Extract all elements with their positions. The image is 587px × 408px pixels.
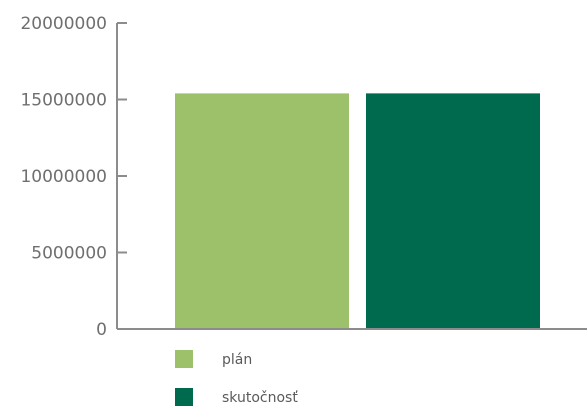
y-tick-label: 15000000 bbox=[20, 91, 107, 111]
y-axis-ticks: 0 5000000 10000000 15000000 20000000 bbox=[20, 14, 127, 340]
y-tick-label: 10000000 bbox=[20, 167, 107, 187]
y-tick-label: 0 bbox=[96, 320, 107, 340]
y-tick-label: 5000000 bbox=[31, 244, 107, 264]
y-tick-label: 20000000 bbox=[20, 14, 107, 34]
bar-plan bbox=[175, 93, 349, 329]
bars bbox=[175, 93, 540, 329]
legend-label: skutočnosť bbox=[222, 390, 298, 406]
legend-swatch bbox=[175, 388, 193, 406]
bar-skutocnost bbox=[366, 93, 540, 329]
legend-label: plán bbox=[222, 352, 252, 368]
legend-swatch bbox=[175, 350, 193, 368]
legend: plán skutočnosť bbox=[175, 350, 298, 406]
